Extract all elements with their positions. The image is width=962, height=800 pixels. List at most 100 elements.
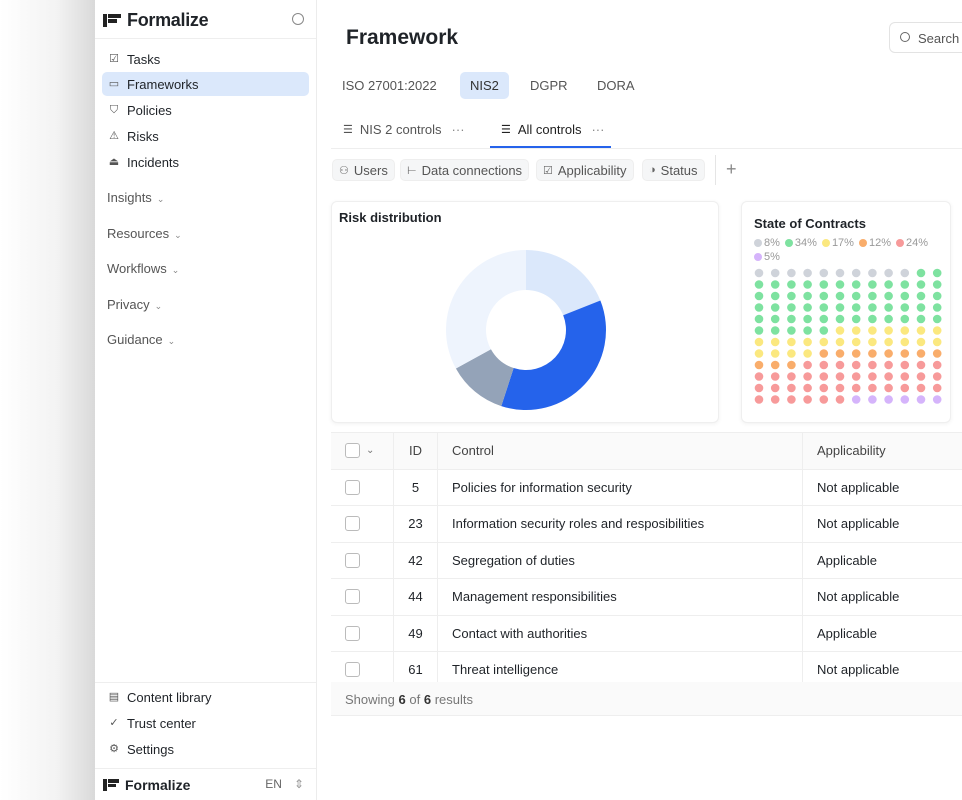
- view-tab-all-controls[interactable]: ☰ All controls ···: [501, 122, 604, 137]
- framework-tab-dora[interactable]: DORA: [597, 78, 635, 93]
- waffle-dot: [932, 349, 942, 358]
- waffle-dot: [819, 291, 829, 301]
- donut-slice[interactable]: [526, 250, 601, 316]
- waffle-dot: [787, 314, 796, 324]
- row-checkbox[interactable]: [345, 516, 360, 532]
- waffle-dot: [884, 360, 893, 370]
- sidebar-item-settings[interactable]: ⚙ Settings: [102, 737, 309, 761]
- sidebar-group-insights[interactable]: Insights ⌄: [107, 190, 164, 205]
- waffle-dot: [884, 383, 893, 393]
- cell-control[interactable]: Threat intelligence: [438, 652, 803, 688]
- filter-data-connections[interactable]: ⊢ Data connections: [400, 159, 530, 181]
- label: Privacy: [107, 297, 150, 312]
- legend-item: 12%: [858, 237, 891, 249]
- row-checkbox[interactable]: [345, 589, 360, 605]
- waffle-dot: [851, 314, 861, 324]
- footer-count: 6: [398, 692, 406, 707]
- half-circle-icon: ◑: [649, 164, 656, 176]
- state-of-contracts-card: State of Contracts 8% 34% 17% 12% 24% 5%: [741, 201, 951, 423]
- cell-applicability[interactable]: Not applicable: [817, 516, 900, 532]
- sidebar-item-tasks[interactable]: ☑ Tasks: [102, 47, 309, 71]
- chevron-down-icon: ⌄: [174, 230, 182, 240]
- sidebar-item-incidents[interactable]: ⏏ Incidents: [102, 150, 309, 174]
- risk-distribution-card: Risk distribution: [331, 201, 719, 423]
- cell-control[interactable]: Segregation of duties: [438, 542, 803, 578]
- sidebar-item-trust-center[interactable]: ✓ Trust center: [102, 711, 309, 735]
- table-row[interactable]: 23 Information security roles and respos…: [331, 506, 962, 543]
- sidebar-group-workflows[interactable]: Workflows ⌄: [107, 261, 179, 276]
- row-checkbox[interactable]: [345, 625, 360, 641]
- more-icon[interactable]: ···: [451, 122, 465, 137]
- col-id[interactable]: ID: [394, 433, 438, 469]
- add-filter-button[interactable]: +: [726, 159, 737, 179]
- framework-tab-nis2[interactable]: NIS2: [460, 72, 509, 99]
- donut-slice[interactable]: [501, 300, 606, 410]
- cell-applicability[interactable]: Applicable: [817, 625, 877, 641]
- framework-tab-dgpr[interactable]: DGPR: [530, 78, 568, 93]
- waffle-dot: [851, 280, 861, 289]
- filter-applicability[interactable]: ☑ Applicability: [536, 159, 634, 181]
- framework-tab-iso[interactable]: ISO 27001:2022: [342, 78, 437, 93]
- sidebar-group-privacy[interactable]: Privacy ⌄: [107, 297, 162, 312]
- cell-applicability[interactable]: Not applicable: [817, 662, 900, 678]
- table-header: ⌄ ID Control Applicability: [331, 433, 962, 470]
- waffle-dot: [803, 360, 812, 370]
- sidebar-item-frameworks[interactable]: ▭ Frameworks: [102, 72, 309, 96]
- row-checkbox[interactable]: [345, 479, 360, 495]
- waffle-dot: [835, 383, 845, 393]
- cell-control[interactable]: Information security roles and resposibi…: [438, 506, 803, 542]
- waffle-dot: [900, 314, 910, 324]
- row-checkbox[interactable]: [345, 662, 360, 678]
- filter-status[interactable]: ◑ Status: [642, 159, 705, 181]
- table-row[interactable]: 49 Contact with authorities Applicable: [331, 615, 962, 652]
- waffle-dot: [884, 268, 893, 278]
- label: Risks: [127, 128, 159, 144]
- legend-item: 17%: [821, 237, 854, 249]
- chevron-down-icon[interactable]: ⌄: [366, 445, 375, 457]
- sidebar-item-policies[interactable]: ⛉ Policies: [102, 98, 309, 122]
- donut-slice[interactable]: [446, 250, 526, 369]
- cell-id: 23: [394, 506, 438, 542]
- col-control[interactable]: Control: [438, 433, 803, 469]
- waffle-dot: [770, 291, 780, 301]
- table-row[interactable]: 42 Segregation of duties Applicable: [331, 542, 962, 579]
- account-icon[interactable]: [292, 13, 304, 25]
- check-circle-icon: ✓: [109, 717, 119, 729]
- select-all-checkbox[interactable]: [345, 443, 360, 459]
- cell-applicability[interactable]: Not applicable: [817, 479, 900, 495]
- cell-applicability[interactable]: Not applicable: [817, 589, 900, 605]
- col-applicability[interactable]: Applicability: [817, 443, 886, 459]
- filter-users[interactable]: ⚇ Users: [332, 159, 395, 181]
- waffle-dot: [770, 337, 780, 347]
- waffle-dot: [787, 268, 796, 278]
- waffle-dot: [754, 349, 764, 358]
- waffle-dot: [835, 395, 845, 404]
- search-input[interactable]: Search: [889, 22, 962, 53]
- cell-control[interactable]: Contact with authorities: [438, 615, 803, 651]
- sidebar-item-risks[interactable]: ⚠ Risks: [102, 124, 309, 148]
- table-row[interactable]: 44 Management responsibilities Not appli…: [331, 579, 962, 616]
- row-checkbox[interactable]: [345, 552, 360, 568]
- cell-control[interactable]: Management responsibilities: [438, 579, 803, 615]
- search-placeholder: Search: [918, 31, 960, 46]
- more-icon[interactable]: ···: [591, 122, 605, 137]
- chevron-updown-icon: ⇕: [293, 777, 304, 791]
- lang-label: EN: [265, 777, 282, 791]
- sidebar-group-resources[interactable]: Resources ⌄: [107, 226, 182, 241]
- sidebar-group-guidance[interactable]: Guidance ⌄: [107, 332, 175, 347]
- table-row[interactable]: 5 Policies for information security Not …: [331, 469, 962, 506]
- waffle-dot: [900, 303, 910, 312]
- logo[interactable]: Formalize: [103, 10, 209, 31]
- language-select[interactable]: EN ⇕: [265, 777, 304, 791]
- cell-applicability[interactable]: Applicable: [817, 552, 877, 568]
- user-icon: ⚇: [339, 164, 349, 177]
- waffle-dot: [835, 326, 845, 335]
- view-tab-nis2-controls[interactable]: ☰ NIS 2 controls ···: [343, 122, 465, 137]
- cell-control[interactable]: Policies for information security: [438, 469, 803, 505]
- donut-slice[interactable]: [455, 349, 514, 407]
- sidebar-item-content-library[interactable]: ▤ Content library: [102, 685, 309, 709]
- waffle-dot: [900, 280, 910, 289]
- table-row[interactable]: 61 Threat intelligence Not applicable: [331, 652, 962, 689]
- waffle-dot: [835, 314, 845, 324]
- waffle-dot: [851, 383, 861, 393]
